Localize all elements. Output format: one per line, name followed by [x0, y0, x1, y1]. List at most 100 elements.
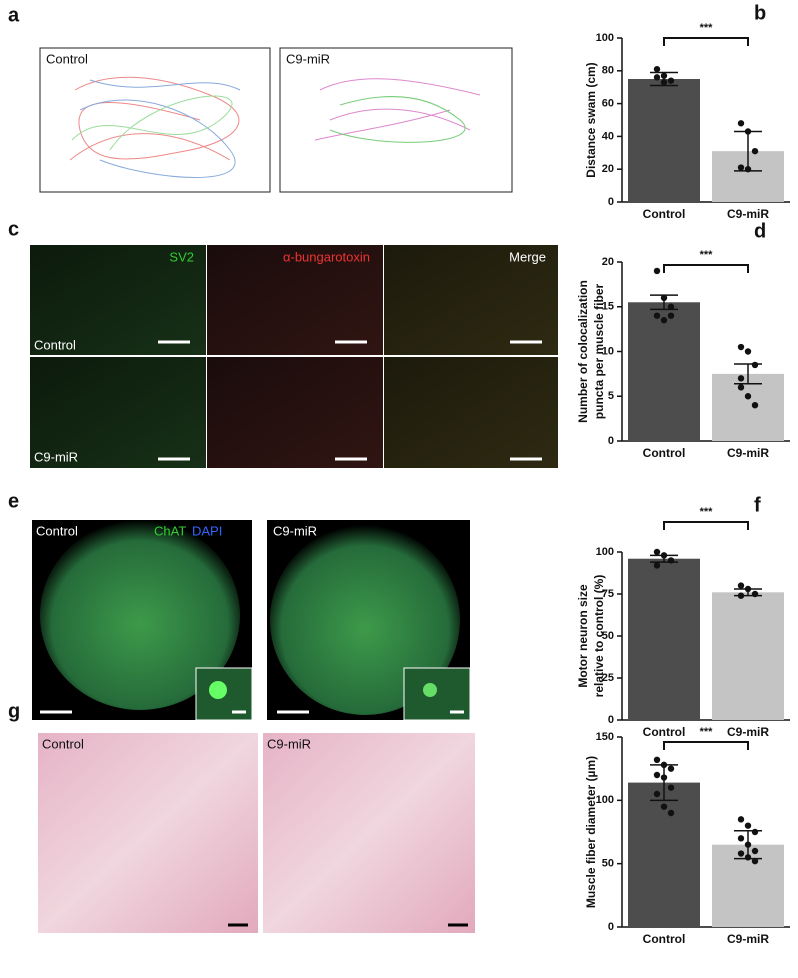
- bar: [712, 373, 784, 441]
- data-point: [737, 816, 745, 823]
- swim-track: [314, 78, 481, 141]
- spinal-section: [40, 520, 240, 710]
- y-tick-label: 80: [602, 65, 614, 77]
- data-point: [660, 552, 668, 559]
- significance: ***: [700, 22, 714, 34]
- panel-letter: g: [8, 700, 20, 722]
- significance: ***: [700, 506, 714, 518]
- row-label: C9-miR: [34, 449, 78, 464]
- image-label: Control: [42, 736, 84, 751]
- micrograph: [384, 245, 558, 355]
- y-tick-label: 20: [602, 256, 614, 268]
- data-point: [667, 312, 675, 319]
- data-point: [653, 771, 661, 779]
- y-tick-label: 0: [608, 435, 614, 447]
- x-tick-label: C9-miR: [727, 725, 769, 739]
- significance: ***: [700, 249, 714, 261]
- data-point: [667, 77, 675, 84]
- data-point: [737, 375, 745, 382]
- scale-bars: [158, 340, 542, 461]
- image-label: C9-miR: [286, 51, 330, 66]
- micrograph: [207, 245, 383, 355]
- stain-label: DAPI: [192, 523, 222, 538]
- data-point: [653, 65, 661, 73]
- y-axis-label: Number of colocalization: [576, 280, 590, 423]
- data-point: [744, 822, 752, 829]
- y-axis-label: Muscle fiber diameter (µm): [584, 756, 598, 908]
- data-point: [737, 850, 745, 857]
- swim-track: [79, 79, 241, 178]
- x-tick-label: C9-miR: [727, 446, 769, 460]
- panel-letter: a: [8, 4, 20, 26]
- data-point: [660, 316, 668, 324]
- data-point: [653, 790, 661, 798]
- significance-bracket: [663, 264, 749, 273]
- image-label: Control: [36, 523, 78, 538]
- track-box: [39, 47, 271, 193]
- data-point: [744, 393, 752, 400]
- x-tick-label: Control: [643, 932, 686, 946]
- row-label: Control: [34, 337, 76, 352]
- data-point: [660, 79, 668, 86]
- y-tick-label: 40: [602, 130, 614, 142]
- micrograph: [30, 245, 206, 355]
- data-point: [667, 765, 675, 772]
- x-tick-label: Control: [643, 725, 686, 739]
- data-point: [653, 756, 661, 763]
- image-label: C9-miR: [267, 736, 311, 751]
- panel-letter: c: [8, 218, 19, 240]
- data-point: [744, 166, 752, 173]
- data-point: [667, 784, 675, 791]
- y-tick-label: 150: [596, 731, 614, 743]
- significance-bracket: [663, 741, 749, 750]
- bar: [712, 592, 784, 720]
- panel-letter: b: [754, 2, 766, 24]
- y-tick-label: 50: [602, 630, 614, 642]
- x-tick-label: C9-miR: [727, 932, 769, 946]
- y-tick-label: 75: [602, 588, 614, 600]
- micrograph: [207, 357, 383, 468]
- significance-bracket: [663, 521, 749, 530]
- data-point: [653, 74, 661, 81]
- data-point: [737, 343, 745, 351]
- data-point: [660, 294, 668, 301]
- data-point: [667, 557, 675, 564]
- y-axis-label: relative to control (%): [592, 575, 606, 698]
- data-point: [751, 402, 759, 409]
- data-point: [751, 857, 759, 865]
- y-tick-label: 0: [608, 921, 614, 933]
- panel-letter: d: [754, 220, 766, 242]
- y-axis-label: puncta per muscle fiber: [592, 283, 606, 419]
- channel-label: SV2: [169, 249, 194, 264]
- y-tick-label: 0: [608, 714, 614, 726]
- data-point: [737, 592, 745, 599]
- image-label: C9-miR: [273, 523, 317, 538]
- micrograph: [30, 357, 206, 468]
- data-point: [737, 835, 745, 842]
- data-point: [737, 384, 745, 391]
- panel-letter: e: [8, 490, 19, 512]
- micrograph: [263, 733, 475, 933]
- data-point: [751, 847, 759, 855]
- y-tick-label: 20: [602, 163, 614, 175]
- significance: ***: [700, 726, 714, 738]
- data-point: [744, 841, 752, 848]
- y-tick-label: 5: [608, 390, 614, 402]
- data-point: [660, 774, 668, 781]
- channel-label: α-bungarotoxin: [283, 249, 370, 264]
- data-point: [660, 72, 668, 79]
- y-tick-label: 25: [602, 672, 614, 684]
- inset-cell: [423, 683, 437, 697]
- bar: [628, 79, 700, 202]
- swim-track: [329, 96, 466, 143]
- y-tick-label: 60: [602, 98, 614, 110]
- data-point: [744, 585, 752, 593]
- track-box: [279, 47, 513, 193]
- data-point: [751, 147, 759, 155]
- y-axis-label: Motor neuron size: [576, 584, 590, 688]
- bar: [628, 558, 700, 720]
- image-label: Control: [46, 51, 88, 66]
- panel-letter: f: [754, 494, 761, 516]
- data-point: [653, 548, 661, 556]
